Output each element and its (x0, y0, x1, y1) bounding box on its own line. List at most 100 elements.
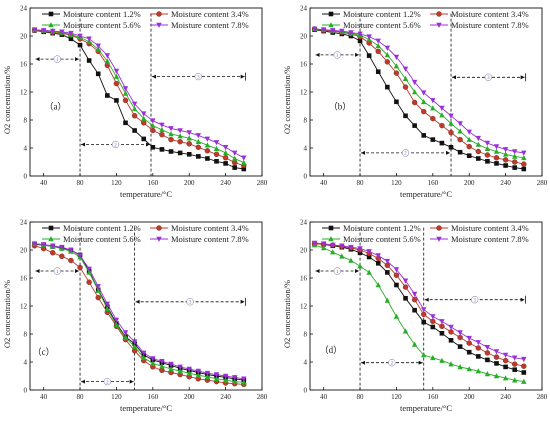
legend-label: Moisture content 5.6% (63, 20, 141, 30)
data-point (330, 249, 336, 255)
data-point (484, 145, 491, 151)
data-point (466, 129, 472, 135)
data-point (384, 45, 391, 51)
data-point (348, 30, 354, 36)
chart-panel-b: 40 80 120 160 200 240 28004812162024temperatur… (282, 5, 548, 200)
data-point (402, 84, 409, 90)
data-point (86, 58, 92, 63)
legend-item: Moisture content 5.6% (322, 234, 421, 244)
zone-label: 2 (404, 152, 407, 157)
arrow-head (446, 150, 451, 155)
legend-marker (156, 22, 162, 28)
series-line (34, 243, 244, 380)
data-point (402, 75, 409, 81)
arrow-head (35, 269, 40, 273)
legend-marker (156, 11, 162, 17)
series-4 (311, 26, 527, 156)
data-point (384, 52, 391, 58)
series-4 (31, 27, 247, 161)
legend-label: Moisture content 5.6% (63, 234, 141, 244)
y-tick-label: 24 (20, 5, 28, 13)
x-tick-label: 280 (537, 393, 548, 401)
series-line (314, 29, 524, 170)
data-point (493, 354, 500, 360)
data-point (457, 330, 463, 336)
data-point (122, 86, 129, 92)
data-point (512, 355, 518, 361)
arrow-head (35, 57, 40, 62)
data-point (131, 339, 138, 345)
x-tick-label: 160 (428, 179, 439, 187)
zone-badge (194, 72, 202, 81)
y-tick-label: 20 (20, 247, 28, 255)
data-point (439, 122, 445, 129)
data-point (394, 282, 399, 288)
panel-label: （c） (33, 347, 55, 357)
data-point (186, 152, 192, 157)
data-point (150, 118, 156, 124)
data-point (403, 296, 408, 301)
x-tick-label: 40 (320, 179, 328, 187)
data-point (485, 357, 490, 363)
data-point (59, 29, 65, 35)
y-tick-label: 4 (304, 359, 308, 367)
data-point (466, 136, 472, 142)
data-point (31, 241, 38, 247)
data-point (150, 356, 156, 362)
data-point (122, 90, 129, 96)
data-point (393, 54, 400, 60)
legend-item: Moisture content 3.4% (430, 223, 529, 233)
data-point (95, 46, 101, 52)
data-point (421, 311, 427, 318)
data-point (122, 97, 129, 104)
data-point (502, 151, 509, 157)
zone-label: 1 (56, 270, 59, 275)
data-point (150, 145, 156, 150)
data-point (213, 151, 220, 158)
x-tick-label: 240 (500, 393, 511, 401)
legend-marker (48, 236, 54, 242)
x-tick-label: 80 (357, 393, 365, 401)
data-point (411, 296, 418, 303)
zone-label: 1 (336, 54, 339, 59)
data-point (195, 133, 202, 139)
data-point (177, 150, 183, 156)
data-point (493, 148, 500, 154)
x-tick-label: 160 (148, 179, 159, 187)
data-point (131, 101, 138, 107)
data-point (448, 120, 454, 126)
arrow-head (240, 74, 245, 79)
data-point (339, 243, 345, 249)
data-point (186, 141, 192, 147)
y-tick-label: 0 (24, 173, 28, 181)
data-point (104, 53, 111, 59)
data-point (357, 246, 363, 252)
data-point (77, 42, 83, 48)
data-point (59, 244, 65, 251)
legend-label: Moisture content 5.6% (343, 234, 421, 244)
data-point (113, 80, 120, 87)
legend-label: Moisture content 7.8% (171, 234, 249, 244)
data-point (466, 366, 472, 372)
y-tick-label: 16 (300, 61, 308, 69)
data-point (222, 155, 229, 161)
data-point (213, 375, 220, 382)
data-point (141, 354, 147, 361)
series-line (34, 29, 244, 166)
legend-label: Moisture content 1.2% (63, 223, 141, 233)
series-line (34, 245, 244, 385)
data-point (484, 350, 491, 356)
data-point (232, 155, 238, 161)
data-point (150, 127, 156, 134)
data-point (222, 377, 229, 383)
data-point (357, 38, 363, 44)
data-point (402, 328, 409, 334)
legend-label: Moisture content 3.4% (171, 9, 249, 19)
data-point (512, 361, 518, 367)
data-point (177, 364, 183, 370)
data-point (475, 345, 482, 351)
data-point (393, 313, 400, 319)
data-point (177, 138, 183, 145)
zone-badge (484, 73, 492, 81)
data-point (412, 123, 417, 128)
